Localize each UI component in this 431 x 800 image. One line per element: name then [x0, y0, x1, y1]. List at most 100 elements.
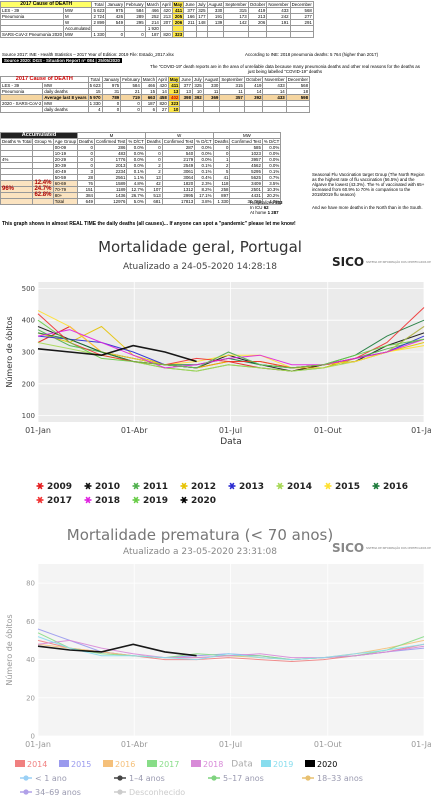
cell	[179, 106, 193, 113]
status-row: At home 1 287	[250, 210, 282, 215]
cell: 1 330	[91, 31, 107, 38]
y-tick-label: 60	[26, 618, 35, 626]
note: This graph shows in almost REAL TIME the…	[2, 221, 296, 227]
cell: 10	[167, 106, 181, 113]
cell: 0	[120, 106, 142, 113]
legend-marker	[85, 496, 91, 504]
column-header: Age Group	[52, 138, 79, 145]
column-header: May	[167, 76, 181, 83]
cell: 5 970	[87, 94, 103, 101]
row: Total 649 12976 5.0% 681 17813 3.8% 1 330 30 789…	[0, 198, 282, 205]
logo: SICO	[332, 541, 364, 555]
cell: 6	[140, 106, 158, 113]
column-header: Group %	[32, 138, 54, 145]
y-tick-label: 100	[22, 412, 35, 420]
column-header: June	[179, 76, 193, 83]
status-row: In ICU 62	[250, 205, 282, 210]
x-tick-label: 01-Out	[314, 426, 342, 435]
legend-label: 2019	[143, 496, 168, 506]
y-axis-label: Número de óbitos	[4, 614, 14, 685]
row: Pneumonia M 2 724 426 289 252 213 205 166 177 191 1…	[0, 13, 314, 20]
column-header: April	[159, 1, 173, 8]
legend-label: 2017	[47, 496, 72, 506]
legend-label: 2017	[159, 760, 179, 769]
note: According to INE: 2018 pneumonia deaths:…	[245, 52, 379, 57]
column-header: Deaths	[144, 138, 163, 145]
table-block: 2017 Cause of DEATH Total January February M…	[0, 76, 431, 113]
cell: 681	[144, 198, 163, 205]
legend-label: 2015	[335, 482, 360, 492]
table: Accumulated M W MW Deaths % Total Group % Age …	[0, 132, 282, 205]
legend-label: Desconhecido	[129, 788, 185, 797]
cell: 649	[77, 198, 95, 205]
x-tick-label: 01-Jan	[25, 426, 51, 435]
row: Average last 8 years 5 970 789 719 663 458 402…	[0, 94, 311, 101]
x-tick-label: 01-Jul	[219, 426, 242, 435]
legend-label: 2016	[115, 760, 135, 769]
column-header: % D/CT	[126, 138, 146, 145]
legend-marker	[229, 482, 235, 490]
series-line	[37, 344, 197, 363]
legend-label: 2020	[191, 496, 216, 506]
legend-marker	[117, 775, 123, 781]
legend-label: 2010	[95, 482, 120, 492]
legend-marker	[181, 496, 187, 504]
note: Source 2020: DGS - Situation Report n° 0…	[2, 58, 122, 63]
legend-marker	[103, 760, 113, 767]
row-label: 2020 - SARS-CoV-2	[0, 100, 44, 107]
header-row: 2017 Cause of DEATH Total January February M…	[0, 76, 311, 83]
y-tick-label: 500	[22, 285, 35, 293]
chart-title: Mortalidade prematura (< 70 anos)	[67, 526, 333, 544]
column-header: July	[195, 1, 208, 8]
legend-label: 18–33 anos	[317, 774, 363, 783]
y-axis-label: Número de óbitos	[4, 316, 14, 387]
x-tick-label: 01-Abr	[121, 426, 148, 435]
cell: 3.8%	[194, 198, 214, 205]
cell: 325	[191, 82, 204, 89]
x-axis-label: Data	[231, 760, 253, 770]
header-row: Deaths % Total Group % Age Group Deaths Conf…	[0, 138, 282, 145]
cell: 1 920	[144, 25, 161, 32]
legend-label: 2016	[383, 482, 408, 492]
y-tick-label: 400	[22, 317, 35, 325]
cell	[266, 31, 291, 38]
cell	[289, 31, 314, 38]
column-header: October	[247, 1, 268, 8]
legend-marker	[373, 482, 379, 490]
cell: 0	[124, 31, 146, 38]
row: LES - 39 MW 5 623 975 584 466 420 411 377 325 330 3…	[0, 7, 314, 14]
cell: 148	[195, 19, 208, 26]
legend-label: 34–69 anos	[35, 788, 81, 797]
legend-label: 2012	[191, 482, 216, 492]
cell: 4	[87, 106, 103, 113]
row: 4% 20-29 0 1776 0.0% 0 2179 0.0% 1 3957 0.0%	[0, 156, 282, 163]
column-header: Confirmed Test	[93, 138, 128, 145]
cell: 187	[144, 31, 161, 38]
chart-title: Mortalidade geral, Portugal	[98, 238, 302, 256]
legend-label: 2011	[143, 482, 168, 492]
logo: SICO	[332, 255, 364, 269]
column-header: May	[171, 1, 185, 8]
row-label: Average last 8 years	[42, 94, 89, 101]
status-value: 1 287	[267, 210, 279, 215]
cell: 5.0%	[126, 198, 146, 205]
legend-marker	[191, 760, 201, 767]
legend-marker	[85, 482, 91, 490]
cell	[247, 31, 268, 38]
legend-marker	[59, 760, 69, 767]
status-label: In ICU	[250, 205, 263, 210]
column-header: November	[262, 76, 287, 83]
legend-marker	[325, 482, 331, 490]
legend-marker	[37, 482, 43, 490]
cell: 5 623	[87, 82, 103, 89]
column-header: % D/CT	[261, 138, 282, 145]
note: Seasonal Flu Vaccination target Group (T…	[312, 172, 425, 197]
series-line	[37, 636, 425, 661]
row-label: SARS-CoV-2 Pneumonia 2020	[0, 31, 65, 38]
cell: 323	[171, 31, 185, 38]
row-label: MW	[63, 31, 93, 38]
column-header: September	[219, 76, 245, 83]
y-tick-label: 80	[26, 580, 35, 588]
y-tick-label: 20	[26, 694, 35, 702]
